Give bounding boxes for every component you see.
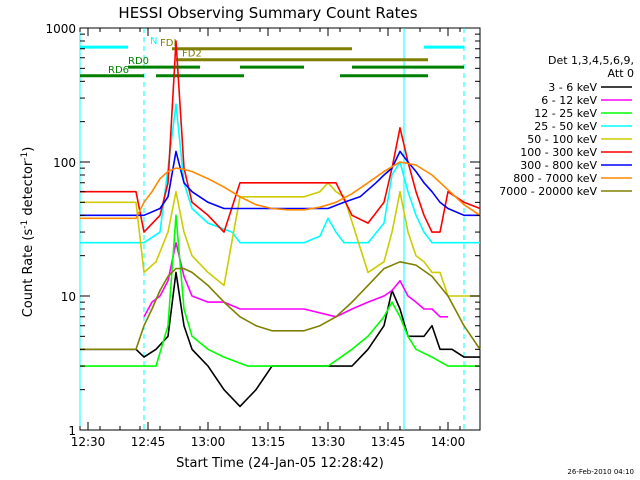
y-label-part: detector	[21, 160, 36, 220]
series-line	[80, 150, 480, 217]
x-tick-label: 13:15	[251, 435, 286, 449]
legend-entry-label: 300 - 800 keV	[520, 159, 597, 172]
y-tick-label: 100	[53, 156, 76, 170]
x-tick-label: 13:45	[371, 435, 406, 449]
series-line	[143, 241, 448, 318]
y-label-superscript: -1	[20, 220, 30, 229]
y-label-part: )	[21, 147, 36, 152]
state-bar-label: RD0	[128, 56, 149, 67]
legend-header: Det 1,3,4,5,6,9,	[548, 54, 634, 67]
legend-entry-label: 3 - 6 keV	[548, 81, 597, 94]
state-bar-label: FD2	[182, 49, 202, 60]
series-line	[80, 161, 481, 220]
series-line	[80, 214, 480, 367]
x-tick-label: 12:45	[131, 435, 166, 449]
y-tick-label: 1	[68, 424, 76, 438]
series-line	[80, 40, 481, 233]
x-axis: 12:30 12:45 13:00 13:15 13:30 13:45 14:00	[71, 28, 481, 449]
legend-entry-label: 50 - 100 keV	[527, 133, 597, 146]
footer-timestamp: 26-Feb-2010 04:10	[567, 468, 634, 476]
legend-header: Att 0	[608, 67, 634, 80]
state-bar-label: FDI	[160, 38, 176, 49]
state-bar-label: N	[150, 36, 157, 47]
x-axis-label: Start Time (24-Jan-05 12:28:42)	[176, 456, 384, 471]
y-tick-label: 10	[61, 290, 76, 304]
chart-title: HESSI Observing Summary Count Rates	[118, 4, 417, 22]
y-tick-label: 1000	[45, 22, 76, 36]
series-line	[80, 103, 480, 244]
series-line	[80, 182, 480, 297]
y-axis: 1 10 100 1000	[45, 22, 480, 438]
x-tick-label: 13:30	[311, 435, 346, 449]
legend-entry-label: 12 - 25 keV	[534, 107, 597, 120]
legend-entry-label: 7000 - 20000 keV	[499, 185, 597, 198]
plot-frame	[79, 27, 481, 431]
series-line	[80, 260, 481, 351]
x-tick-label: 12:30	[71, 435, 106, 449]
state-bar-label: RD6	[108, 65, 129, 76]
y-axis-label: Count Rate (s-1 detector-1)	[20, 147, 36, 318]
legend-entry-label: 100 - 300 keV	[520, 146, 597, 159]
legend-entry-label: 6 - 12 keV	[541, 94, 597, 107]
x-tick-label: 13:00	[191, 435, 226, 449]
y-label-superscript: -1	[20, 152, 30, 161]
legend-entry-label: 25 - 50 keV	[534, 120, 597, 133]
y-label-part: Count Rate (s	[21, 229, 36, 318]
legend-entry-label: 800 - 7000 keV	[513, 172, 597, 185]
x-tick-label: 14:00	[431, 435, 466, 449]
